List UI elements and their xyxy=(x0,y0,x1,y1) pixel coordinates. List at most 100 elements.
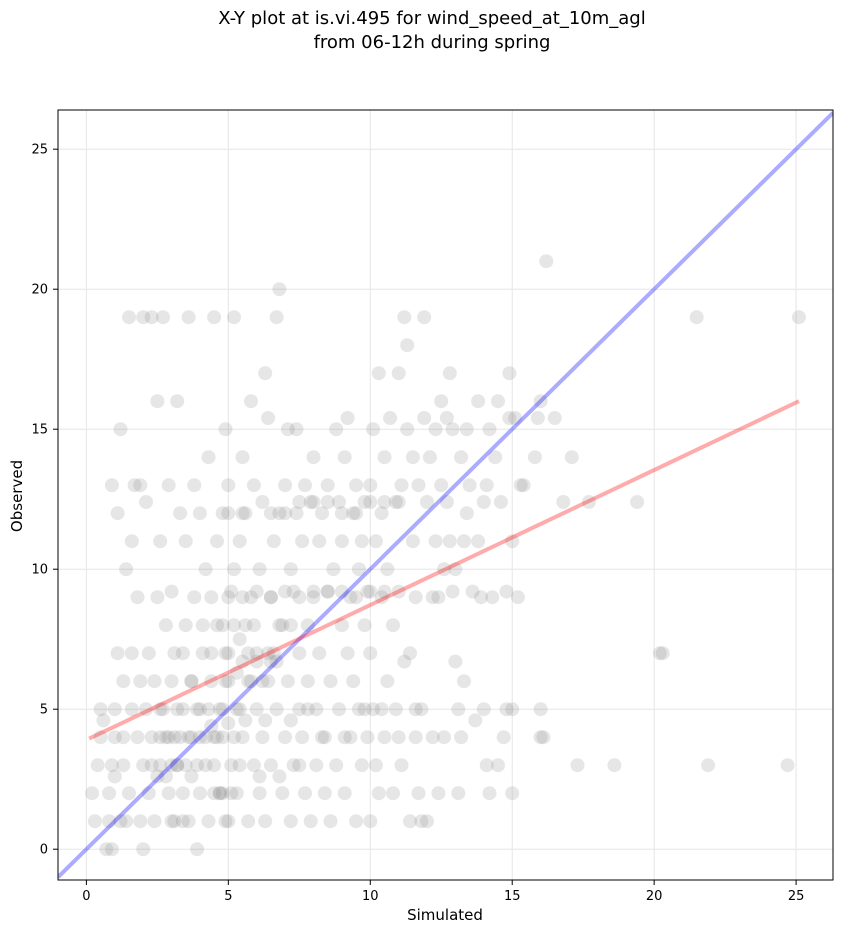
data-point xyxy=(451,786,466,801)
data-point xyxy=(434,394,449,409)
data-point xyxy=(258,814,273,829)
data-point xyxy=(190,842,205,857)
data-point xyxy=(204,590,219,605)
data-point xyxy=(394,758,409,773)
data-point xyxy=(386,786,400,801)
y-tick-label: 25 xyxy=(31,143,48,158)
data-point xyxy=(479,758,494,773)
data-point xyxy=(300,674,315,689)
data-point xyxy=(312,646,327,661)
data-point xyxy=(215,730,230,745)
data-point xyxy=(431,786,446,801)
data-point xyxy=(252,562,267,577)
data-point xyxy=(227,618,241,633)
data-point xyxy=(161,730,176,745)
data-point xyxy=(258,366,273,381)
data-point xyxy=(175,702,190,717)
data-point xyxy=(292,590,307,605)
data-point xyxy=(195,646,210,661)
data-point xyxy=(400,422,415,437)
data-point xyxy=(337,450,352,465)
data-point xyxy=(246,758,261,773)
data-point xyxy=(238,506,253,521)
data-point xyxy=(530,411,545,425)
data-point xyxy=(261,646,276,661)
data-point xyxy=(255,495,270,509)
data-point xyxy=(272,282,287,297)
data-point xyxy=(312,534,327,549)
data-point xyxy=(780,758,795,773)
data-point xyxy=(354,534,369,549)
data-point xyxy=(153,730,168,745)
data-point xyxy=(505,786,520,801)
data-point xyxy=(229,786,244,801)
reference-lines xyxy=(58,111,833,879)
data-point xyxy=(320,478,335,493)
data-point xyxy=(334,534,349,549)
data-point xyxy=(354,758,369,773)
data-point xyxy=(224,786,239,801)
y-tick-label: 15 xyxy=(31,423,48,438)
data-point xyxy=(462,478,477,493)
data-point xyxy=(306,590,321,605)
data-point xyxy=(357,702,372,717)
data-point xyxy=(124,646,139,661)
data-point xyxy=(397,654,412,669)
data-point xyxy=(502,411,517,425)
data-point xyxy=(280,422,295,437)
data-point xyxy=(221,716,236,731)
data-point xyxy=(272,618,287,633)
data-point xyxy=(184,730,199,745)
data-point xyxy=(104,842,119,857)
data-point xyxy=(516,478,531,493)
data-point xyxy=(261,411,276,425)
data-point xyxy=(107,769,122,784)
data-point xyxy=(110,646,125,661)
data-point xyxy=(238,618,253,633)
data-point xyxy=(130,730,145,745)
data-point xyxy=(227,730,241,745)
data-point xyxy=(278,478,293,493)
data-point xyxy=(329,758,344,773)
data-point xyxy=(178,534,193,549)
data-point xyxy=(457,674,471,689)
data-point xyxy=(286,758,301,773)
data-point xyxy=(127,478,142,493)
data-point xyxy=(170,758,185,773)
data-point xyxy=(238,713,253,728)
data-point xyxy=(374,702,389,717)
data-point xyxy=(476,495,491,509)
y-tick-label: 20 xyxy=(31,283,48,298)
data-point xyxy=(263,506,278,521)
data-point xyxy=(306,584,321,599)
data-point xyxy=(363,814,378,829)
data-point xyxy=(414,814,429,829)
data-point xyxy=(286,584,301,599)
data-point xyxy=(292,758,307,773)
data-point xyxy=(161,478,176,493)
data-point xyxy=(224,584,239,599)
data-point xyxy=(420,495,434,509)
data-points xyxy=(85,254,806,857)
data-point xyxy=(130,590,145,605)
data-point xyxy=(266,646,281,661)
data-point xyxy=(170,758,185,773)
data-point xyxy=(607,758,622,773)
data-point xyxy=(334,618,349,633)
data-point xyxy=(266,534,281,549)
data-point xyxy=(204,674,219,689)
data-point xyxy=(229,665,244,680)
data-point xyxy=(133,674,148,689)
data-point xyxy=(107,730,122,745)
data-point xyxy=(232,758,247,773)
data-point xyxy=(383,411,398,425)
data-point xyxy=(374,590,389,605)
data-point xyxy=(437,562,452,577)
data-point xyxy=(491,758,505,773)
data-point xyxy=(363,495,378,509)
data-point xyxy=(187,590,202,605)
data-point xyxy=(198,758,213,773)
data-point xyxy=(175,786,190,801)
data-point xyxy=(170,394,185,409)
data-point xyxy=(349,814,364,829)
